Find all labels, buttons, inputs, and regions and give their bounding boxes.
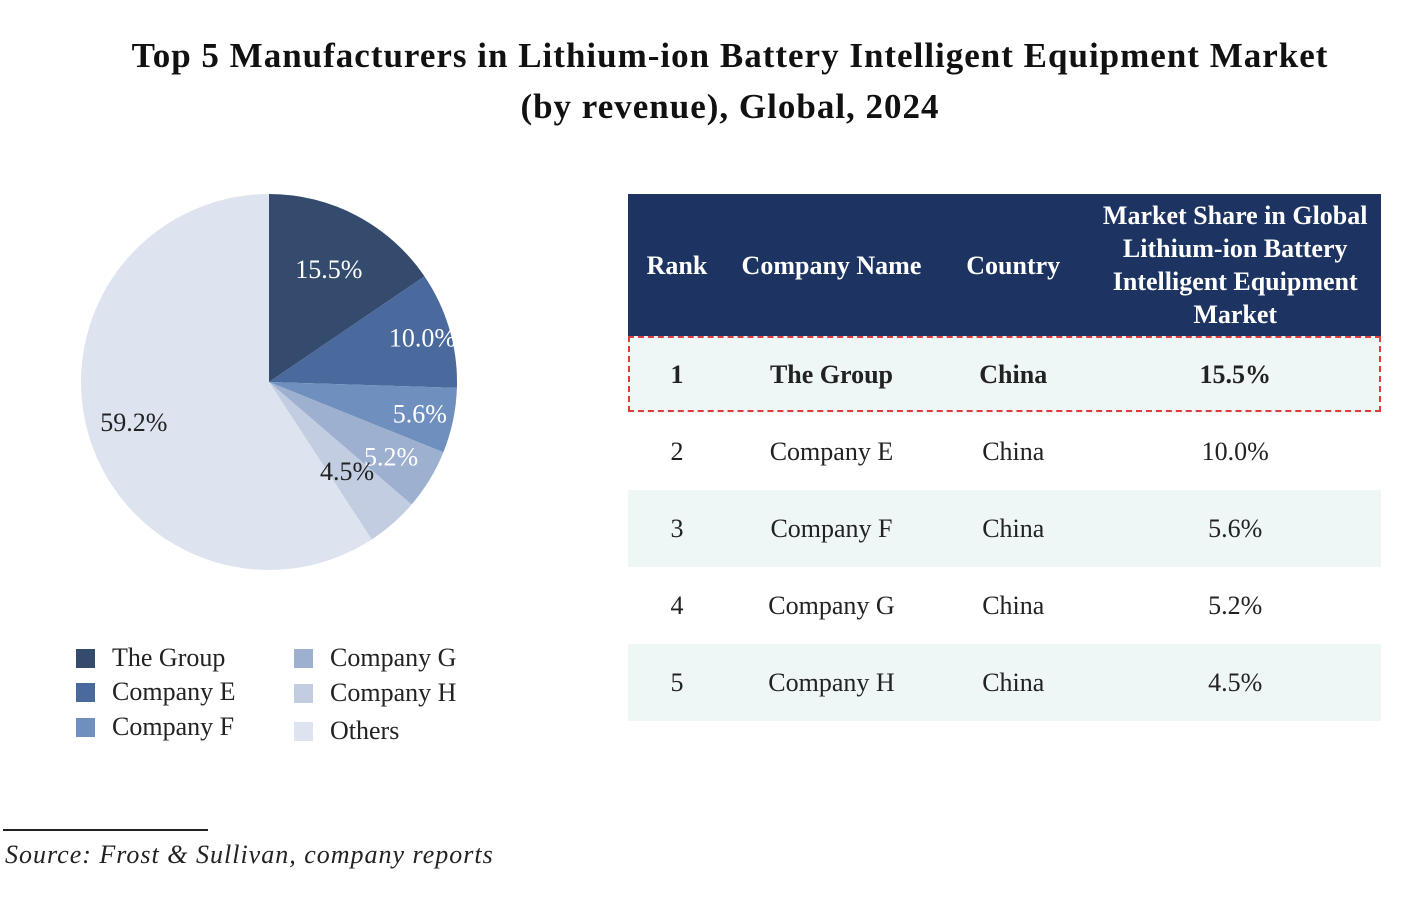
cell-rank: 4	[670, 590, 684, 620]
cell-rank: 1	[628, 336, 726, 413]
cell-rank: 3	[628, 490, 726, 567]
cell-share: 15.5%	[1089, 336, 1381, 413]
chart-title-line1: Top 5 Manufacturers in Lithium-ion Batte…	[131, 36, 1329, 75]
cell-share: 4.5%	[1089, 644, 1381, 721]
pie-label-company-h: 4.5%	[320, 457, 374, 486]
pie-slice-company-h	[269, 382, 412, 540]
table-row: 4 Company G China 5.2%	[628, 567, 1381, 644]
legend-label: Company F	[112, 712, 235, 741]
cell-country: China	[937, 490, 1090, 567]
table-row: 1 The Group China 15.5%	[628, 336, 1381, 413]
pie-chart: 15.5% 10.0% 5.6% 5.2%4.5% 59.2%	[80, 194, 457, 570]
pie-slice-the-group	[269, 194, 425, 382]
cell-share: 5.6%	[1089, 490, 1381, 567]
cell-company: Company G	[768, 590, 895, 620]
legend-label: Company G	[330, 643, 457, 672]
cell-country: China	[982, 436, 1045, 466]
cell-share: 5.2%	[1208, 590, 1263, 620]
source-divider	[3, 829, 208, 831]
pie-label-the-group: 15.5%	[295, 255, 362, 284]
source-note: Source: Frost & Sullivan, company report…	[5, 840, 494, 869]
cell-country: China	[937, 644, 1090, 721]
ranking-table: Rank Company Name Country Market Share i…	[628, 194, 1381, 721]
legend-swatch-others	[294, 721, 313, 741]
pie-label-others: 59.2%	[100, 408, 167, 437]
legend-item-company-e: Company E	[76, 677, 236, 707]
legend-swatch-company-f	[76, 717, 95, 737]
cell-company: Company H	[725, 644, 938, 721]
legend-item-company-h: Company H	[294, 678, 456, 708]
legend-swatch-company-h	[294, 683, 313, 703]
cell-rank: 5	[628, 644, 726, 721]
table-header-row: Rank Company Name Country Market Share i…	[628, 194, 1381, 336]
legend-item-company-f: Company F	[76, 712, 234, 742]
legend-item-the-group: The Group	[76, 643, 225, 673]
table-row: 2 Company E China 10.0%	[628, 413, 1381, 490]
legend-label: Others	[330, 716, 400, 745]
pie-label-company-f: 5.6%	[393, 400, 447, 429]
chart-title: Top 5 Manufacturers in Lithium-ion Batte…	[0, 30, 1424, 132]
legend-label: Company H	[330, 678, 457, 707]
legend-label: Company E	[112, 677, 236, 706]
legend-swatch-the-group	[76, 648, 95, 668]
table-row: 5 Company H China 4.5%	[628, 644, 1381, 721]
pie-label-company-e: 10.0%	[389, 323, 456, 352]
cell-company: Company E	[769, 436, 894, 466]
legend-item-company-g: Company G	[294, 643, 456, 673]
chart-title-line2: (by revenue), Global, 2024	[520, 87, 940, 126]
cell-company: The Group	[725, 336, 938, 413]
legend-swatch-company-g	[294, 648, 313, 668]
pie-slice-company-g	[269, 382, 444, 505]
legend-swatch-company-e	[76, 682, 95, 702]
cell-country: China	[937, 336, 1090, 413]
cell-country: China	[982, 590, 1045, 620]
cell-share: 10.0%	[1201, 436, 1269, 466]
cell-company: Company F	[725, 490, 938, 567]
pie-slice-others	[80, 194, 372, 570]
table-row: 3 Company F China 5.6%	[628, 490, 1381, 567]
header-market-share: Market Share in Global Lithium-ion Batte…	[1089, 194, 1381, 336]
header-country: Country	[937, 194, 1090, 336]
legend-item-others: Others	[294, 716, 399, 746]
pie-slice-company-f	[269, 382, 457, 453]
cell-rank: 2	[670, 436, 684, 466]
header-rank: Rank	[628, 194, 726, 336]
header-company-name: Company Name	[725, 194, 938, 336]
pie-slice-company-e	[269, 276, 457, 388]
legend-label: The Group	[112, 643, 226, 672]
chart-legend: The Group Company E Company F Company G …	[76, 640, 496, 760]
pie-label-company-g: 5.2%	[364, 442, 418, 471]
